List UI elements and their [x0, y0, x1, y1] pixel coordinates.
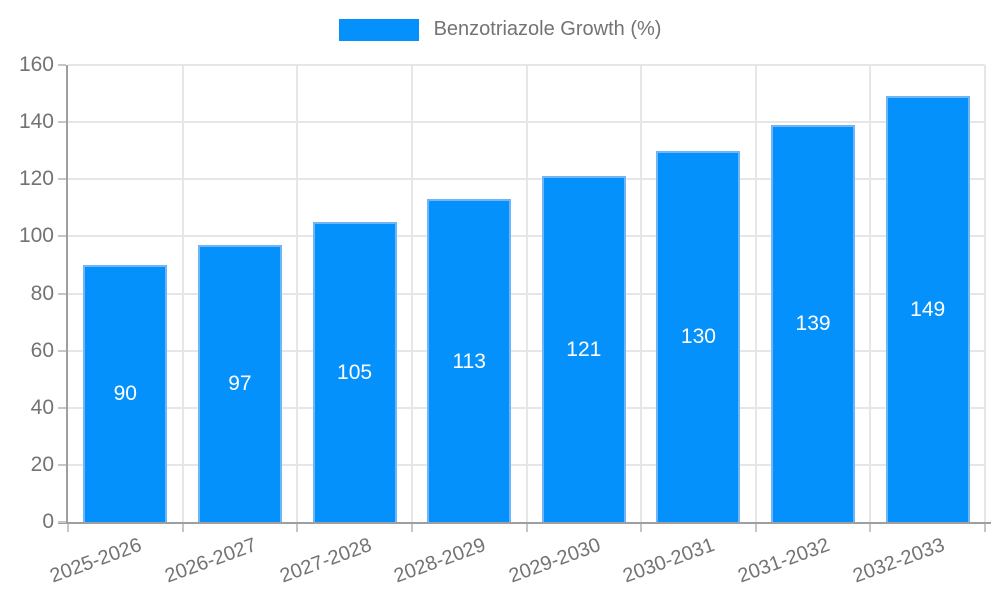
plot-area: 0 20 40 60 80 100 120 140 160 90 2025-2026 97 2026-2… — [19, 54, 991, 587]
bar-value-label: 113 — [452, 349, 486, 373]
bar-value-label: 121 — [566, 338, 602, 362]
bar[interactable]: 130 — [656, 150, 741, 522]
legend-swatch-icon — [338, 18, 419, 41]
y-tick-label: 120 — [18, 167, 54, 191]
bar-value-label: 97 — [228, 372, 252, 396]
x-axis-line — [58, 522, 991, 524]
y-tick-label: 0 — [42, 510, 54, 533]
x-tick-label: 2025-2026 — [47, 534, 145, 588]
x-tick-label: 2032-2033 — [849, 534, 948, 588]
bar[interactable]: 97 — [197, 244, 282, 522]
x-tick-label: 2028-2029 — [391, 534, 489, 588]
v-gridline — [984, 65, 986, 522]
x-tick-mark-icon — [525, 524, 528, 532]
y-tick-label: 40 — [30, 395, 54, 419]
y-tick-mark-icon — [58, 406, 66, 409]
y-tick-label: 20 — [30, 452, 54, 476]
legend: Benzotriazole Growth (%) — [0, 18, 1000, 41]
x-tick-mark-icon — [181, 524, 184, 532]
bar-value-label: 90 — [113, 382, 137, 406]
v-gridline — [640, 65, 643, 522]
v-gridline — [181, 65, 184, 522]
bar-value-label: 149 — [910, 298, 946, 322]
v-gridline — [410, 65, 413, 522]
bar[interactable]: 149 — [885, 96, 970, 522]
bar-value-label: 105 — [337, 361, 373, 385]
y-tick-mark-icon — [58, 463, 66, 466]
x-tick-mark-icon — [67, 524, 69, 532]
y-tick-mark-icon — [58, 292, 66, 295]
x-tick-mark-icon — [754, 524, 757, 532]
x-tick-label: 2027-2028 — [276, 534, 375, 588]
y-tick-label: 100 — [18, 224, 54, 248]
y-tick-mark-icon — [58, 349, 66, 352]
x-tick-label: 2026-2027 — [162, 534, 260, 588]
bar[interactable]: 113 — [427, 199, 512, 522]
y-tick-label: 160 — [18, 53, 54, 76]
y-tick-mark-icon — [58, 178, 66, 181]
bar[interactable]: 105 — [312, 222, 397, 522]
v-gridline — [525, 65, 528, 522]
bar-value-label: 139 — [795, 312, 831, 336]
x-tick-label: 2029-2030 — [505, 534, 604, 588]
y-tick-label: 80 — [30, 281, 54, 305]
y-tick-mark-icon — [58, 521, 66, 523]
v-gridline — [754, 65, 757, 522]
y-axis-line — [66, 65, 68, 524]
x-tick-mark-icon — [640, 524, 643, 532]
y-tick-label: 140 — [18, 110, 54, 134]
bar[interactable]: 121 — [541, 176, 626, 522]
v-gridline — [296, 65, 299, 522]
bar[interactable]: 139 — [771, 124, 856, 522]
x-tick-label: 2031-2032 — [735, 534, 833, 588]
bar[interactable]: 90 — [83, 264, 168, 522]
y-tick-mark-icon — [58, 235, 66, 238]
v-gridline — [869, 65, 872, 522]
x-tick-mark-icon — [869, 524, 872, 532]
x-tick-mark-icon — [296, 524, 299, 532]
legend-label: Benzotriazole Growth (%) — [433, 18, 662, 40]
y-tick-label: 60 — [30, 338, 54, 362]
y-tick-mark-icon — [58, 121, 66, 124]
y-tick-mark-icon — [58, 64, 66, 66]
x-tick-mark-icon — [410, 524, 413, 532]
x-tick-mark-icon — [984, 524, 986, 532]
legend-item[interactable]: Benzotriazole Growth (%) — [338, 18, 662, 41]
x-tick-label: 2030-2031 — [620, 534, 718, 588]
bar-value-label: 130 — [680, 325, 716, 349]
